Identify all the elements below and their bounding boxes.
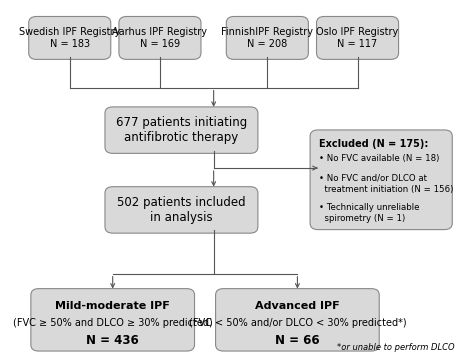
FancyBboxPatch shape — [317, 16, 399, 59]
Text: • No FVC available (N = 18): • No FVC available (N = 18) — [319, 154, 439, 163]
Text: *or unable to perform DLCO: *or unable to perform DLCO — [337, 343, 454, 352]
Text: N = 436: N = 436 — [86, 334, 139, 346]
Text: 677 patients initiating
antifibrotic therapy: 677 patients initiating antifibrotic the… — [116, 116, 247, 144]
FancyBboxPatch shape — [31, 289, 194, 351]
Text: (FVC ≥ 50% and DLCO ≥ 30% predicted): (FVC ≥ 50% and DLCO ≥ 30% predicted) — [13, 318, 212, 328]
Text: 502 patients included
in analysis: 502 patients included in analysis — [117, 196, 246, 224]
FancyBboxPatch shape — [119, 16, 201, 59]
Text: • Technically unreliable
  spirometry (N = 1): • Technically unreliable spirometry (N =… — [319, 203, 419, 223]
Text: Advanced IPF: Advanced IPF — [255, 302, 340, 312]
Text: Mild-moderate IPF: Mild-moderate IPF — [55, 302, 170, 312]
Text: • No FVC and/or DLCO at
  treatment initiation (N = 156): • No FVC and/or DLCO at treatment initia… — [319, 174, 453, 194]
Text: Oslo IPF Registry
N = 117: Oslo IPF Registry N = 117 — [317, 27, 399, 49]
FancyBboxPatch shape — [29, 16, 111, 59]
Text: Excluded (N = 175):: Excluded (N = 175): — [319, 139, 428, 149]
FancyBboxPatch shape — [216, 289, 379, 351]
FancyBboxPatch shape — [105, 187, 258, 233]
FancyBboxPatch shape — [310, 130, 452, 230]
Text: FinnishIPF Registry
N = 208: FinnishIPF Registry N = 208 — [221, 27, 313, 49]
Text: (FVC < 50% and/or DLCO < 30% predicted*): (FVC < 50% and/or DLCO < 30% predicted*) — [189, 318, 406, 328]
Text: Aarhus IPF Registry
N = 169: Aarhus IPF Registry N = 169 — [112, 27, 208, 49]
FancyBboxPatch shape — [226, 16, 309, 59]
Text: Swedish IPF Registry
N = 183: Swedish IPF Registry N = 183 — [19, 27, 120, 49]
FancyBboxPatch shape — [105, 107, 258, 153]
Text: N = 66: N = 66 — [275, 334, 320, 346]
